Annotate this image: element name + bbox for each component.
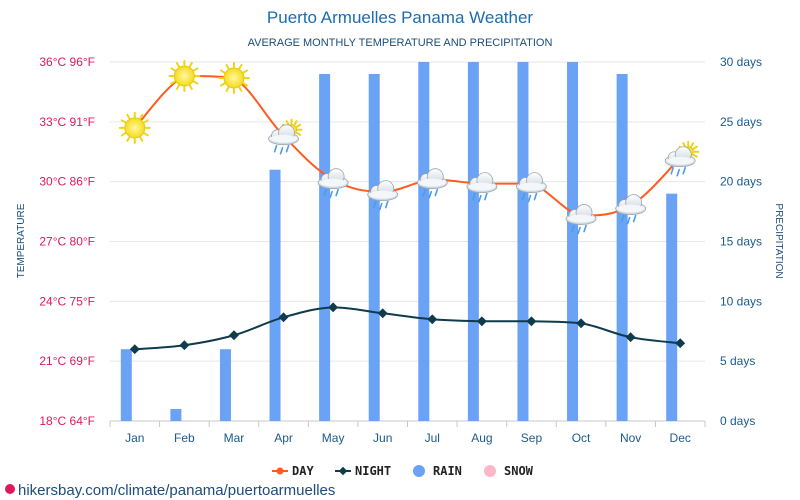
location-pin-icon — [5, 484, 15, 494]
right-tick-label: 5 days — [720, 354, 755, 368]
rain-bar — [567, 62, 579, 421]
left-axis-title: TEMPERATURE — [16, 203, 27, 278]
night-point — [179, 340, 190, 351]
x-tick-label: May — [322, 431, 345, 445]
x-tick-label: Nov — [620, 431, 641, 445]
x-tick-label: Feb — [174, 431, 195, 445]
left-tick-label: 30°C 86°F — [39, 175, 95, 189]
rain-cloud-icon — [416, 168, 448, 199]
rain-cloud-icon — [516, 172, 547, 203]
rain-bar — [319, 73, 331, 421]
right-tick-label: 10 days — [720, 294, 762, 308]
right-tick-label: 0 days — [720, 414, 755, 428]
x-tick-label: Apr — [274, 431, 293, 445]
left-tick-label: 36°C 96°F — [39, 55, 95, 69]
night-point — [377, 308, 388, 319]
sun-icon — [118, 111, 151, 144]
right-tick-label: 25 days — [720, 115, 762, 129]
legend-item-rain: RAIN — [413, 464, 462, 478]
legend-swatch — [413, 465, 425, 477]
rain-bars — [120, 62, 678, 421]
legend-item-day: DAY — [272, 464, 314, 478]
watermark: hikersbay.com/climate/panama/puertoarmue… — [5, 482, 335, 499]
night-point — [229, 330, 239, 341]
night-point — [476, 316, 487, 327]
temperature-lines — [129, 74, 686, 355]
x-axis-ticks: Jan Feb Mar Apr May Jun Jul Aug Sep Oct Nov Dec — [109, 421, 706, 445]
x-tick-label: Jan — [125, 431, 144, 445]
sun-cloud-icon — [664, 140, 700, 177]
rain-bar — [418, 62, 430, 421]
night-point — [427, 314, 438, 325]
x-tick-label: Mar — [224, 431, 245, 445]
rain-bar — [219, 349, 231, 421]
weather-icons — [118, 59, 700, 235]
x-tick-label: Jul — [425, 431, 440, 445]
left-tick-label: 21°C 69°F — [39, 354, 95, 368]
night-point — [328, 302, 339, 313]
rain-bar — [269, 169, 281, 421]
sun-icon — [217, 61, 250, 94]
legend: DAY NIGHT RAIN SNOW — [272, 464, 534, 478]
legend-label: NIGHT — [355, 464, 391, 478]
night-point — [625, 332, 636, 343]
right-tick-label: 30 days — [720, 55, 762, 69]
rain-bar — [368, 73, 380, 421]
x-tick-label: Oct — [572, 431, 591, 445]
night-line — [134, 306, 681, 351]
watermark-text: hikersbay.com/climate/panama/puertoarmue… — [18, 482, 335, 499]
chart-subtitle: AVERAGE MONTHLY TEMPERATURE AND PRECIPIT… — [248, 37, 553, 49]
rain-cloud-icon — [466, 172, 498, 203]
legend-marker — [276, 467, 284, 475]
chart-title: Puerto Armuelles Panama Weather — [267, 8, 533, 27]
right-tick-label: 15 days — [720, 235, 762, 249]
right-axis-ticks: 0 days 5 days 10 days 15 days 20 days 25 days… — [720, 55, 762, 428]
night-point — [278, 312, 289, 323]
legend-item-night: NIGHT — [335, 464, 391, 478]
rain-bar — [616, 73, 628, 421]
legend-marker — [338, 466, 348, 476]
legend-item-snow: SNOW — [484, 464, 534, 478]
sun-icon — [168, 59, 201, 92]
right-axis-title: PRECIPITATION — [773, 203, 784, 278]
night-point — [675, 338, 686, 349]
rain-bar — [517, 62, 529, 421]
rain-cloud-icon — [615, 194, 647, 225]
sun-cloud-icon — [268, 118, 303, 155]
rain-bar — [170, 409, 182, 421]
left-tick-label: 24°C 75°F — [39, 294, 95, 308]
legend-label: RAIN — [433, 464, 462, 478]
rain-cloud-icon — [317, 168, 349, 199]
x-tick-label: Aug — [471, 431, 492, 445]
left-tick-label: 33°C 91°F — [39, 115, 95, 129]
gridlines — [110, 61, 705, 422]
x-tick-label: Jun — [373, 431, 392, 445]
right-tick-label: 20 days — [720, 175, 762, 189]
left-tick-label: 27°C 80°F — [39, 235, 95, 249]
x-tick-label: Dec — [670, 431, 691, 445]
left-axis-ticks: 18°C 64°F 21°C 69°F 24°C 75°F 27°C 80°F 30°C… — [39, 55, 95, 428]
rain-bar — [120, 349, 132, 421]
x-tick-label: Sep — [521, 431, 543, 445]
day-line — [134, 74, 681, 217]
rain-bar — [467, 62, 479, 421]
night-point — [526, 316, 537, 327]
rain-cloud-icon — [367, 180, 399, 211]
night-point — [576, 318, 586, 329]
left-tick-label: 18°C 64°F — [39, 414, 95, 428]
legend-label: SNOW — [504, 464, 534, 478]
night-point — [129, 344, 140, 355]
legend-label: DAY — [292, 464, 314, 478]
rain-cloud-icon — [565, 204, 597, 235]
legend-swatch — [484, 465, 496, 477]
rain-bar — [666, 193, 678, 421]
